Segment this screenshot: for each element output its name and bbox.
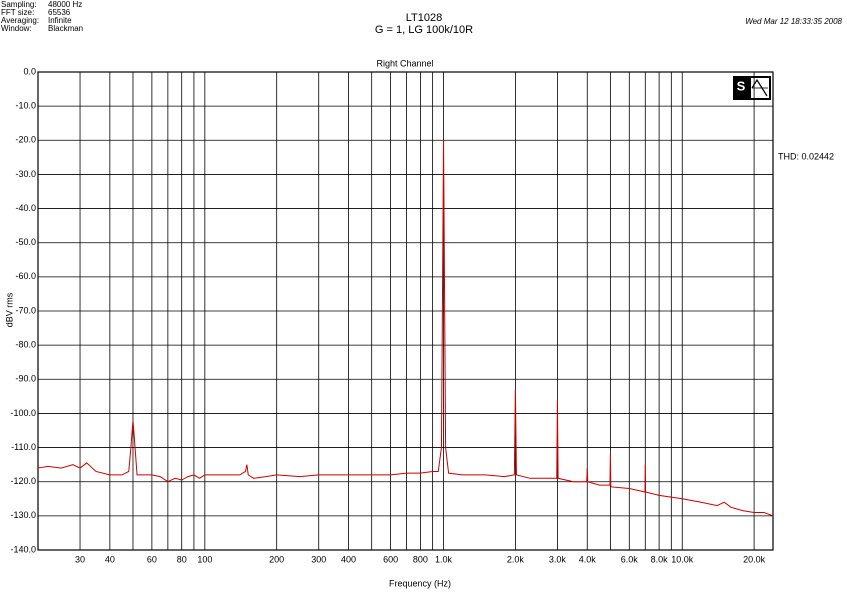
x-tick-label: 6.0k	[621, 554, 639, 564]
x-tick-label: 400	[341, 554, 356, 564]
x-tick-label: 10.0k	[671, 554, 694, 564]
y-tick-label: -70.0	[15, 305, 36, 315]
x-tick-label: 4.0k	[579, 554, 597, 564]
y-tick-label: -40.0	[15, 203, 36, 213]
x-tick-label: 80	[177, 554, 187, 564]
info-value: Infinite	[48, 16, 72, 25]
y-tick-label: -110.0	[11, 442, 36, 452]
x-tick-label: 20.0k	[743, 554, 766, 564]
plot-frame	[37, 71, 774, 551]
y-axis-label: dBV rms	[4, 292, 14, 327]
x-tick-label: 200	[269, 554, 284, 564]
y-tick-label: -100.0	[10, 408, 36, 418]
y-tick-label: -20.0	[15, 135, 36, 145]
x-tick-label: 2.0k	[507, 554, 525, 564]
y-tick-label: -60.0	[15, 271, 36, 281]
y-tick-label: -10.0	[15, 101, 36, 111]
x-tick-label: 3.0k	[549, 554, 567, 564]
info-value: 65536	[48, 8, 71, 17]
y-tick-label: -50.0	[15, 237, 36, 247]
x-tick-label: 600	[383, 554, 398, 564]
x-tick-label: 800	[413, 554, 428, 564]
info-label: Averaging:	[1, 16, 39, 25]
y-tick-label: -130.0	[10, 510, 36, 520]
info-label: Sampling:	[1, 0, 37, 9]
logo: S	[733, 76, 771, 100]
chart-title: LT1028	[406, 12, 443, 24]
x-tick-label: 8.0k	[651, 554, 669, 564]
info-value: 48000 Hz	[48, 0, 82, 9]
date: Wed Mar 12 18:33:35 2008	[745, 17, 842, 26]
x-tick-label: 30	[75, 554, 85, 564]
info-label: FFT size:	[1, 8, 34, 17]
panel-title: Right Channel	[376, 58, 433, 68]
chart-subtitle: G = 1, LG 100k/10R	[375, 24, 473, 36]
thd-annotation: THD: 0.02442	[778, 151, 834, 161]
x-tick-label: 300	[311, 554, 326, 564]
svg-text:S: S	[737, 78, 746, 93]
info-value: Blackman	[48, 24, 83, 33]
y-tick-label: -90.0	[15, 374, 36, 384]
x-tick-label: 40	[105, 554, 115, 564]
spectrum-line	[37, 140, 774, 517]
y-tick-label: -120.0	[10, 476, 36, 486]
x-tick-label: 60	[147, 554, 157, 564]
y-tick-label: -140.0	[10, 544, 36, 554]
info-label: Window:	[1, 24, 32, 33]
x-tick-label: 100	[197, 554, 212, 564]
x-tick-label: 1.0k	[435, 554, 453, 564]
x-axis-label: Frequency (Hz)	[389, 578, 451, 588]
y-tick-label: -80.0	[15, 340, 36, 350]
y-tick-label: 0.0	[23, 66, 36, 76]
y-tick-label: -30.0	[15, 169, 36, 179]
